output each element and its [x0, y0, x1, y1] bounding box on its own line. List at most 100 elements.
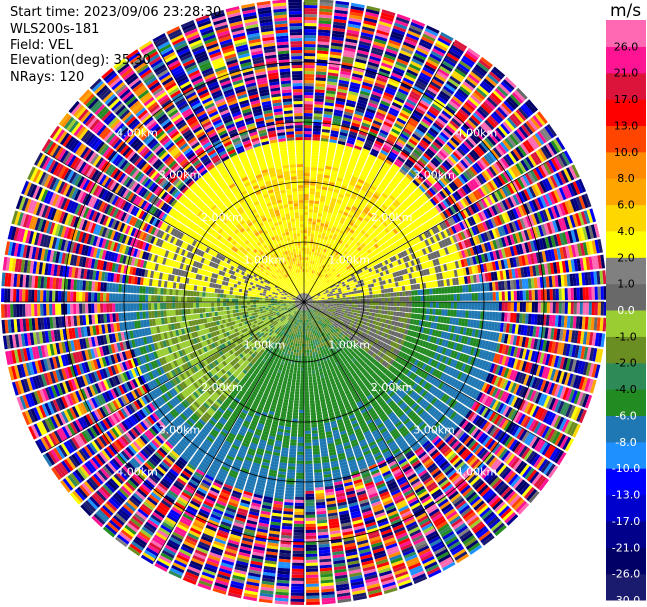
- velocity-gate: [365, 192, 372, 199]
- velocity-gate: [330, 263, 334, 267]
- velocity-gate: [396, 306, 400, 312]
- velocity-gate: [357, 299, 361, 302]
- velocity-gate: [328, 66, 340, 71]
- velocity-gate: [304, 2, 318, 6]
- velocity-gate: [350, 2, 365, 9]
- velocity-gate: [331, 39, 344, 44]
- velocity-gate: [462, 55, 476, 66]
- velocity-gate: [323, 208, 329, 212]
- velocity-gate: [373, 41, 386, 48]
- velocity-gate: [317, 272, 321, 276]
- velocity-gate: [304, 176, 310, 180]
- velocity-gate: [408, 138, 418, 146]
- velocity-gate: [486, 302, 490, 311]
- velocity-gate: [304, 242, 307, 246]
- velocity-gate: [447, 286, 451, 294]
- velocity-gate: [323, 226, 328, 231]
- velocity-gate: [312, 286, 315, 290]
- velocity-gate: [381, 297, 385, 302]
- velocity-gate: [564, 302, 568, 314]
- velocity-gate: [519, 290, 523, 301]
- velocity-gate: [326, 215, 332, 220]
- velocity-gate: [313, 113, 323, 117]
- velocity-gate: [378, 105, 388, 113]
- velocity-gate: [304, 50, 316, 54]
- velocity-gate: [333, 303, 337, 306]
- velocity-gate: [340, 204, 346, 209]
- velocity-gate: [327, 190, 333, 195]
- velocity-gate: [307, 284, 309, 288]
- velocity-gate: [324, 259, 328, 263]
- velocity-gate: [320, 238, 324, 242]
- velocity-gate: [384, 50, 397, 58]
- velocity-gate: [426, 295, 430, 302]
- velocity-gate: [327, 78, 338, 83]
- velocity-gate: [459, 293, 463, 301]
- velocity-gate: [347, 23, 361, 29]
- velocity-gate: [459, 285, 463, 293]
- velocity-gate: [406, 33, 420, 41]
- velocity-gate: [362, 81, 373, 88]
- velocity-gate: [315, 264, 318, 269]
- velocity-gate: [411, 19, 426, 27]
- velocity-gate: [338, 137, 347, 143]
- velocity-gate: [345, 142, 354, 148]
- velocity-gate: [362, 26, 375, 32]
- velocity-gate: [311, 273, 314, 277]
- velocity-gate: [319, 149, 327, 154]
- velocity-gate: [305, 293, 308, 297]
- velocity-gate: [450, 286, 454, 294]
- velocity-gate: [334, 12, 348, 18]
- velocity-gate: [474, 302, 478, 310]
- velocity-gate: [320, 146, 328, 151]
- velocity-gate: [320, 267, 324, 271]
- velocity-gate: [350, 125, 360, 131]
- velocity-gate: [344, 148, 352, 154]
- velocity-gate: [373, 179, 380, 186]
- velocity-gate: [342, 304, 346, 307]
- velocity-gate: [408, 93, 420, 102]
- velocity-gate: [315, 281, 318, 285]
- velocity-gate: [351, 226, 357, 232]
- velocity-gate: [329, 178, 336, 183]
- velocity-gate: [309, 203, 314, 207]
- velocity-gate: [411, 307, 415, 313]
- velocity-gate: [345, 206, 351, 211]
- velocity-gate: [408, 63, 421, 72]
- velocity-gate: [304, 62, 315, 66]
- velocity-gate: [321, 302, 325, 304]
- velocity-gate: [327, 72, 339, 77]
- velocity-gate: [324, 171, 331, 176]
- velocity-gate: [376, 200, 383, 206]
- velocity-gate: [433, 100, 444, 110]
- velocity-gate: [353, 231, 359, 237]
- velocity-gate: [366, 295, 370, 299]
- velocity-gate: [366, 67, 378, 74]
- velocity-gate: [317, 259, 320, 263]
- velocity-gate: [348, 297, 352, 300]
- velocity-gate: [411, 290, 415, 296]
- velocity-gate: [339, 305, 343, 308]
- velocity-gate: [308, 284, 311, 288]
- velocity-gate: [313, 274, 316, 278]
- velocity-gate: [427, 129, 437, 138]
- velocity-gate: [304, 263, 306, 266]
- velocity-gate: [308, 278, 310, 282]
- velocity-gate: [318, 210, 323, 214]
- velocity-gate: [310, 289, 313, 293]
- velocity-gate: [344, 44, 357, 50]
- velocity-gate: [319, 11, 333, 16]
- velocity-gate: [330, 51, 342, 56]
- velocity-gate: [365, 8, 380, 15]
- velocity-gate: [304, 299, 305, 302]
- velocity-gate: [471, 310, 475, 319]
- velocity-gate: [314, 285, 318, 288]
- velocity-gate: [397, 55, 410, 63]
- velocity-gate: [416, 125, 427, 134]
- velocity-gate: [354, 299, 358, 302]
- velocity-gate: [377, 155, 386, 162]
- velocity-gate: [462, 302, 466, 310]
- velocity-gate: [387, 288, 391, 293]
- velocity-gate: [369, 198, 376, 205]
- velocity-gate: [385, 187, 392, 195]
